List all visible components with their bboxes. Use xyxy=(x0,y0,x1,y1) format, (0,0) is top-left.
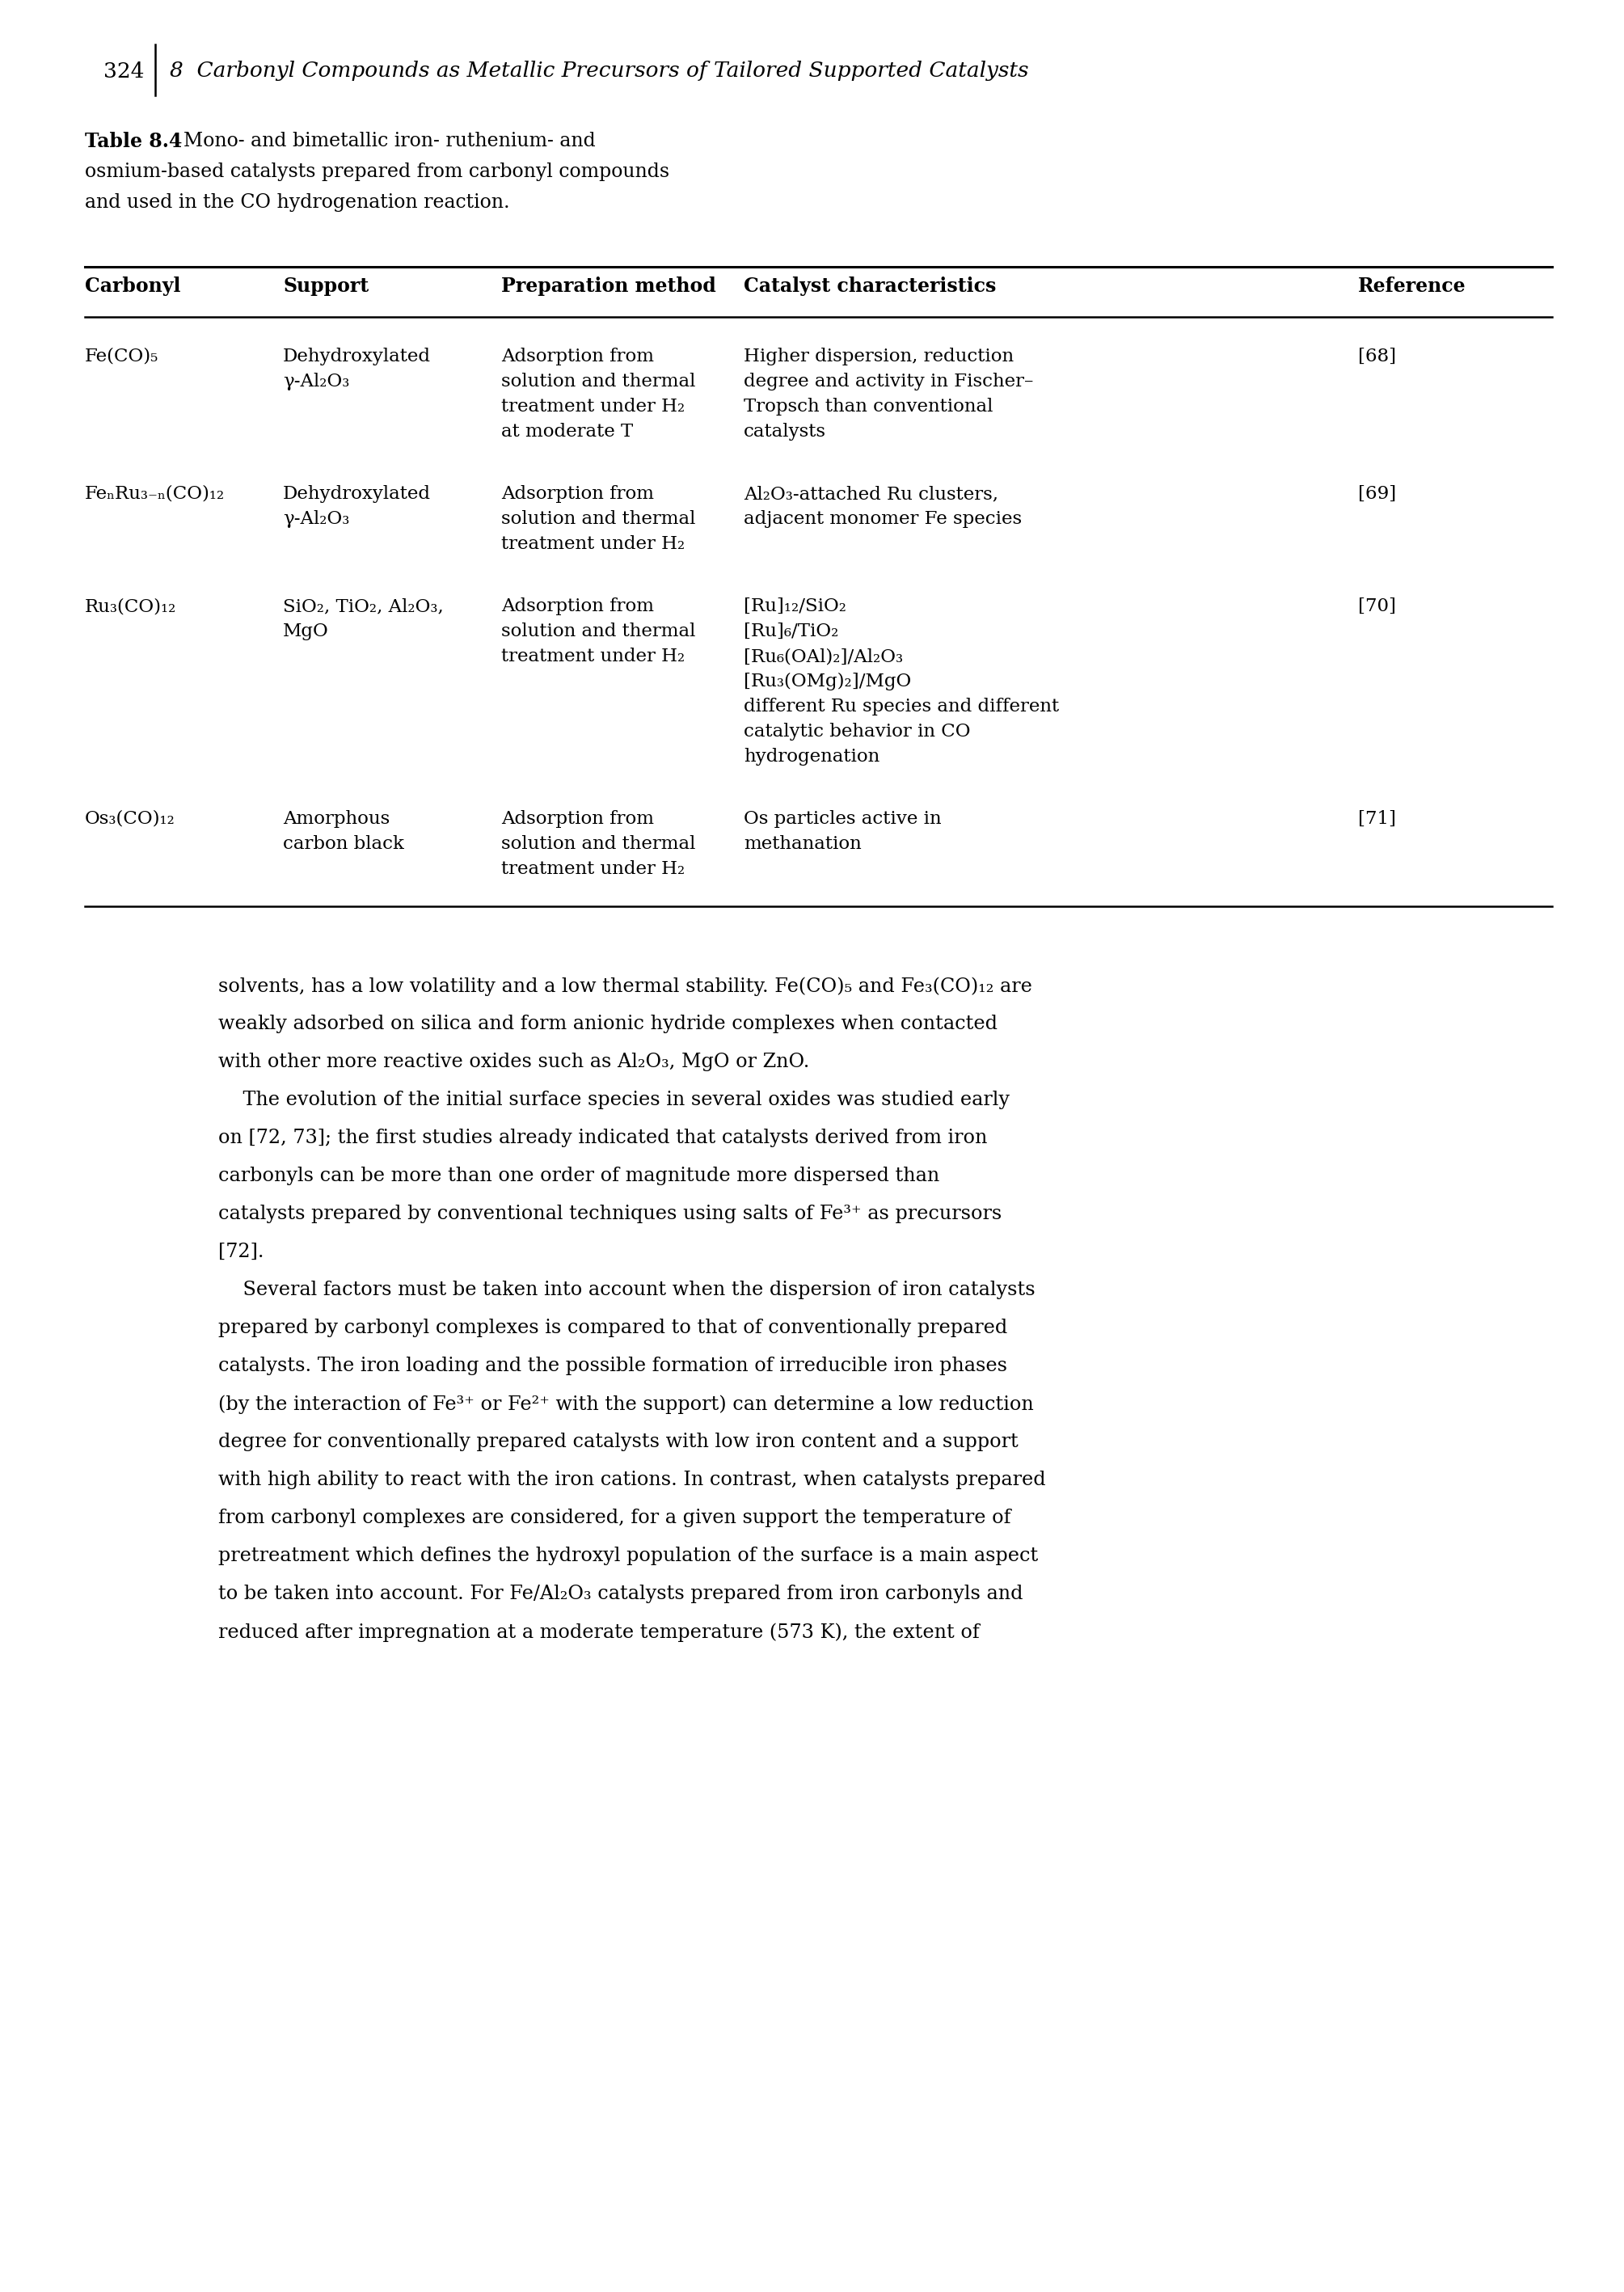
Text: from carbonyl complexes are considered, for a given support the temperature of: from carbonyl complexes are considered, … xyxy=(218,1508,1010,1526)
Text: different Ru species and different: different Ru species and different xyxy=(744,697,1059,715)
Text: at moderate T: at moderate T xyxy=(502,422,633,440)
Text: SiO₂, TiO₂, Al₂O₃,: SiO₂, TiO₂, Al₂O₃, xyxy=(283,598,443,614)
Text: solution and thermal: solution and thermal xyxy=(502,511,695,527)
Text: catalysts. The iron loading and the possible formation of irreducible iron phase: catalysts. The iron loading and the poss… xyxy=(218,1357,1007,1375)
Text: catalytic behavior in CO: catalytic behavior in CO xyxy=(744,722,971,740)
Text: pretreatment which defines the hydroxyl population of the surface is a main aspe: pretreatment which defines the hydroxyl … xyxy=(218,1547,1038,1565)
Text: with other more reactive oxides such as Al₂O₃, MgO or ZnO.: with other more reactive oxides such as … xyxy=(218,1052,809,1070)
Text: Catalyst characteristics: Catalyst characteristics xyxy=(744,277,996,296)
Text: Reference: Reference xyxy=(1358,277,1466,296)
Text: carbonyls can be more than one order of magnitude more dispersed than: carbonyls can be more than one order of … xyxy=(218,1167,940,1185)
Text: treatment under H₂: treatment under H₂ xyxy=(502,860,685,878)
Text: [72].: [72]. xyxy=(218,1242,265,1261)
Text: Fe(CO)₅: Fe(CO)₅ xyxy=(84,348,159,364)
Text: Table 8.4: Table 8.4 xyxy=(84,131,182,151)
Text: prepared by carbonyl complexes is compared to that of conventionally prepared: prepared by carbonyl complexes is compar… xyxy=(218,1318,1007,1336)
Text: Mono- and bimetallic iron- ruthenium- and: Mono- and bimetallic iron- ruthenium- an… xyxy=(172,131,596,151)
Text: [Ru₆(OAl)₂]/Al₂O₃: [Ru₆(OAl)₂]/Al₂O₃ xyxy=(744,649,903,665)
Text: [68]: [68] xyxy=(1358,348,1397,364)
Text: reduced after impregnation at a moderate temperature (573 K), the extent of: reduced after impregnation at a moderate… xyxy=(218,1623,979,1641)
Text: Adsorption from: Adsorption from xyxy=(502,348,654,364)
Text: [Ru]₁₂/SiO₂: [Ru]₁₂/SiO₂ xyxy=(744,598,846,614)
Text: Os particles active in: Os particles active in xyxy=(744,809,942,827)
Text: γ-Al₂O₃: γ-Al₂O₃ xyxy=(283,511,349,527)
Text: on [72, 73]; the first studies already indicated that catalysts derived from iro: on [72, 73]; the first studies already i… xyxy=(218,1128,987,1148)
Text: carbon black: carbon black xyxy=(283,834,404,853)
Text: Support: Support xyxy=(283,277,369,296)
Text: γ-Al₂O₃: γ-Al₂O₃ xyxy=(283,374,349,390)
Text: solution and thermal: solution and thermal xyxy=(502,374,695,390)
Text: [Ru₃(OMg)₂]/MgO: [Ru₃(OMg)₂]/MgO xyxy=(744,672,911,690)
Text: degree and activity in Fischer–: degree and activity in Fischer– xyxy=(744,374,1033,390)
Text: to be taken into account. For Fe/Al₂O₃ catalysts prepared from iron carbonyls an: to be taken into account. For Fe/Al₂O₃ c… xyxy=(218,1584,1023,1602)
Text: treatment under H₂: treatment under H₂ xyxy=(502,649,685,665)
Text: FeₙRu₃₋ₙ(CO)₁₂: FeₙRu₃₋ₙ(CO)₁₂ xyxy=(84,486,226,502)
Text: treatment under H₂: treatment under H₂ xyxy=(502,399,685,415)
Text: Adsorption from: Adsorption from xyxy=(502,598,654,614)
Text: 324: 324 xyxy=(102,62,145,80)
Text: solution and thermal: solution and thermal xyxy=(502,834,695,853)
Text: Preparation method: Preparation method xyxy=(502,277,716,296)
Text: solution and thermal: solution and thermal xyxy=(502,623,695,639)
Text: degree for conventionally prepared catalysts with low iron content and a support: degree for conventionally prepared catal… xyxy=(218,1432,1018,1451)
Text: Higher dispersion, reduction: Higher dispersion, reduction xyxy=(744,348,1013,364)
Text: The evolution of the initial surface species in several oxides was studied early: The evolution of the initial surface spe… xyxy=(218,1091,1010,1109)
Text: and used in the CO hydrogenation reaction.: and used in the CO hydrogenation reactio… xyxy=(84,193,510,211)
Text: hydrogenation: hydrogenation xyxy=(744,747,880,766)
Text: Dehydroxylated: Dehydroxylated xyxy=(283,486,430,502)
Text: with high ability to react with the iron cations. In contrast, when catalysts pr: with high ability to react with the iron… xyxy=(218,1471,1046,1490)
Text: (by the interaction of Fe³⁺ or Fe²⁺ with the support) can determine a low reduct: (by the interaction of Fe³⁺ or Fe²⁺ with… xyxy=(218,1394,1034,1414)
Text: Adsorption from: Adsorption from xyxy=(502,809,654,827)
Text: adjacent monomer Fe species: adjacent monomer Fe species xyxy=(744,511,1021,527)
Text: catalysts prepared by conventional techniques using salts of Fe³⁺ as precursors: catalysts prepared by conventional techn… xyxy=(218,1206,1002,1224)
Text: solvents, has a low volatility and a low thermal stability. Fe(CO)₅ and Fe₃(CO)₁: solvents, has a low volatility and a low… xyxy=(218,976,1033,995)
Text: Adsorption from: Adsorption from xyxy=(502,486,654,502)
Text: MgO: MgO xyxy=(283,623,328,639)
Text: [71]: [71] xyxy=(1358,809,1397,827)
Text: Os₃(CO)₁₂: Os₃(CO)₁₂ xyxy=(84,809,175,827)
Text: osmium-based catalysts prepared from carbonyl compounds: osmium-based catalysts prepared from car… xyxy=(84,163,669,181)
Text: Tropsch than conventional: Tropsch than conventional xyxy=(744,399,992,415)
Text: Al₂O₃-attached Ru clusters,: Al₂O₃-attached Ru clusters, xyxy=(744,486,999,502)
Text: Amorphous: Amorphous xyxy=(283,809,390,827)
Text: [69]: [69] xyxy=(1358,486,1397,502)
Text: catalysts: catalysts xyxy=(744,422,827,440)
Text: weakly adsorbed on silica and form anionic hydride complexes when contacted: weakly adsorbed on silica and form anion… xyxy=(218,1015,997,1034)
Text: Dehydroxylated: Dehydroxylated xyxy=(283,348,430,364)
Text: Ru₃(CO)₁₂: Ru₃(CO)₁₂ xyxy=(84,598,177,614)
Text: [Ru]₆/TiO₂: [Ru]₆/TiO₂ xyxy=(744,623,838,639)
Text: methanation: methanation xyxy=(744,834,861,853)
Text: [70]: [70] xyxy=(1358,598,1397,614)
Text: treatment under H₂: treatment under H₂ xyxy=(502,536,685,552)
Text: 8  Carbonyl Compounds as Metallic Precursors of Tailored Supported Catalysts: 8 Carbonyl Compounds as Metallic Precurs… xyxy=(171,62,1028,80)
Text: Carbonyl: Carbonyl xyxy=(84,277,180,296)
Text: Several factors must be taken into account when the dispersion of iron catalysts: Several factors must be taken into accou… xyxy=(218,1281,1034,1300)
